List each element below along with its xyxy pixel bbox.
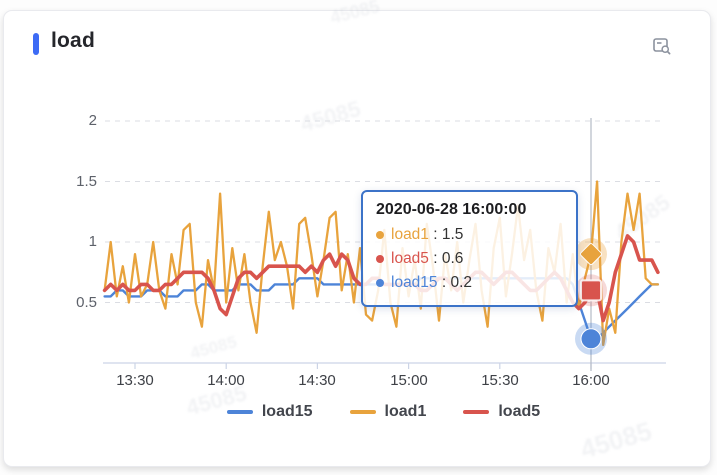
load1-line-swatch-icon bbox=[349, 410, 376, 414]
load5-line-swatch-icon bbox=[463, 410, 490, 414]
legend-label: load15 bbox=[261, 403, 313, 420]
y-tick-label: 1 bbox=[88, 233, 97, 250]
x-tick-label: 16:00 bbox=[572, 372, 610, 389]
panel-zoom-icon[interactable] bbox=[652, 36, 672, 56]
legend-item-load15[interactable]: load15 bbox=[226, 403, 313, 421]
x-tick-label: 13:30 bbox=[116, 372, 154, 389]
legend-item-load5[interactable]: load5 bbox=[463, 403, 540, 421]
tooltip-row-load5: load5 : 0.6 bbox=[376, 247, 561, 271]
legend-label: load1 bbox=[384, 403, 427, 420]
title-accent-bar bbox=[33, 33, 39, 55]
load15-dot-icon bbox=[376, 279, 384, 287]
x-tick-label: 14:30 bbox=[298, 372, 336, 389]
x-tick-label: 15:00 bbox=[390, 372, 428, 389]
tooltip-separator: : bbox=[428, 226, 442, 243]
panel-title: load bbox=[51, 29, 95, 52]
tooltip-value: 0.6 bbox=[441, 250, 464, 267]
tooltip-timestamp: 2020-06-28 16:00:00 bbox=[376, 201, 527, 218]
y-tick-label: 0.5 bbox=[76, 294, 97, 311]
tooltip-series-name: load15 bbox=[391, 274, 438, 291]
legend-item-load1[interactable]: load1 bbox=[349, 403, 427, 421]
load15-line-swatch-icon bbox=[226, 410, 253, 414]
tooltip-value: 1.5 bbox=[441, 226, 464, 243]
tooltip-series-name: load5 bbox=[391, 250, 429, 267]
chart-tooltip: 2020-06-28 16:00:00 load1 : 1.5 load5 : … bbox=[361, 190, 578, 307]
tooltip-row-load1: load1 : 1.5 bbox=[376, 223, 561, 247]
tooltip-row-load15: load15 : 0.2 bbox=[376, 271, 561, 295]
chart-legend: load15 load1 load5 bbox=[105, 403, 662, 421]
tooltip-value: 0.2 bbox=[450, 274, 473, 291]
y-tick-label: 1.5 bbox=[76, 173, 97, 190]
tooltip-separator: : bbox=[428, 250, 442, 267]
load1-dot-icon bbox=[376, 231, 384, 239]
legend-label: load5 bbox=[498, 403, 541, 420]
tooltip-separator: : bbox=[437, 274, 451, 291]
x-tick-label: 14:00 bbox=[207, 372, 245, 389]
load5-dot-icon bbox=[376, 255, 384, 263]
y-tick-label: 2 bbox=[88, 112, 97, 129]
x-tick-label: 15:30 bbox=[481, 372, 519, 389]
tooltip-series-name: load1 bbox=[391, 226, 429, 243]
